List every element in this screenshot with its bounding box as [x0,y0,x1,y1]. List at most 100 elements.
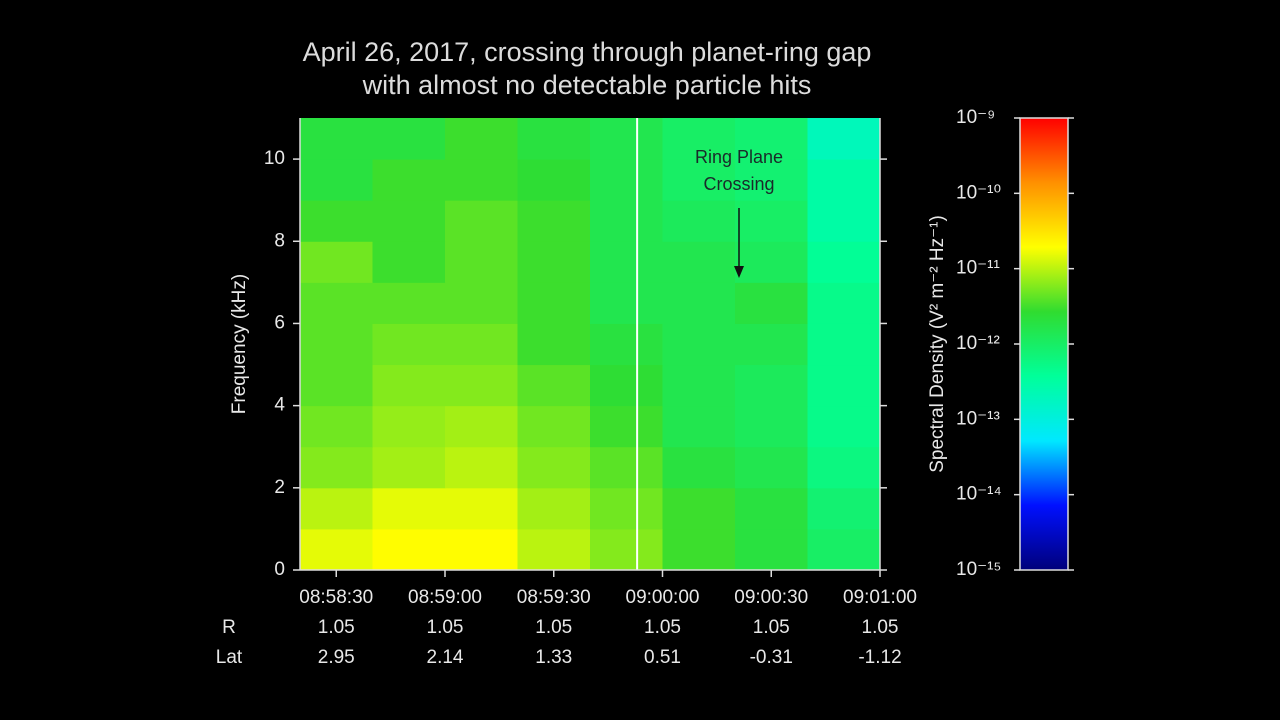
cell [662,282,736,324]
cell [300,200,373,242]
cell [372,487,446,530]
cell [590,241,663,283]
cell [372,405,446,448]
cell [372,200,446,242]
cell [372,446,446,489]
cell [735,323,808,366]
cell [662,118,736,160]
cell [517,528,591,571]
cell [300,528,373,571]
cell [300,364,373,407]
cell [372,241,446,283]
cell [807,364,881,407]
cell [445,118,518,160]
y-tick-label: 10 [264,148,285,169]
cell [735,405,808,448]
cell [807,200,881,242]
cell [517,282,591,324]
cell [372,118,446,160]
arrow-head [734,266,744,278]
annotation: Ring Plane [695,147,783,167]
row-label: Lat [216,647,243,668]
row-value: 2.95 [318,647,355,668]
cell [807,528,881,571]
colorbar-tick-label: 10⁻¹⁵ [956,559,1001,580]
cell [372,323,446,366]
colorbar-label: Spectral Density (V² m⁻² Hz⁻¹) [927,215,948,473]
cell [517,446,591,489]
cell [372,364,446,407]
cell [517,323,591,366]
row-value: -1.12 [858,647,901,668]
cell [517,405,591,448]
cell [807,323,881,366]
cell [517,487,591,530]
cell [735,159,808,201]
cell [300,241,373,283]
chart-title: April 26, 2017, crossing through planet-… [303,37,872,67]
colorbar-tick-label: 10⁻¹¹ [956,258,1000,279]
cell [735,118,808,160]
cell [590,487,663,530]
cell [300,323,373,366]
row-value: 1.05 [753,617,790,638]
row-label: R [222,617,236,638]
cell [517,364,591,407]
cell [372,282,446,324]
cell [300,118,373,160]
x-tick-label: 08:59:30 [517,587,591,608]
cell [445,200,518,242]
y-tick-label: 8 [274,230,285,251]
cell [590,118,663,160]
cell [662,159,736,201]
colorbar-tick-label: 10⁻⁹ [956,107,995,128]
colorbar-tick-label: 10⁻¹⁴ [956,484,1002,505]
cell [590,200,663,242]
chart-title: with almost no detectable particle hits [362,70,812,100]
cell [300,487,373,530]
cell [662,405,736,448]
row-value: 1.05 [644,617,681,638]
cell [445,159,518,201]
cell [662,241,736,283]
cell [590,405,663,448]
y-tick-label: 4 [274,395,285,416]
cell [662,487,736,530]
cell [735,528,808,571]
cell [662,364,736,407]
cell [590,528,663,571]
cell [372,528,446,571]
cell [517,241,591,283]
x-tick-label: 09:00:00 [626,587,700,608]
cell [445,487,518,530]
cell [807,282,881,324]
y-tick-label: 6 [274,312,285,333]
cell [807,118,881,160]
cell [300,282,373,324]
cell [735,282,808,324]
cell [445,528,518,571]
colorbar-tick-label: 10⁻¹² [956,333,1000,354]
cell [517,159,591,201]
cell [735,487,808,530]
cell [735,200,808,242]
cell [517,118,591,160]
row-value: 1.05 [862,617,899,638]
cell [445,323,518,366]
y-tick-label: 2 [274,477,285,498]
cell [517,200,591,242]
x-tick-label: 08:58:30 [299,587,373,608]
cell [662,200,736,242]
cell [735,446,808,489]
row-value: -0.31 [750,647,793,668]
row-value: 1.05 [318,617,355,638]
cell [590,159,663,201]
cell [445,364,518,407]
row-value: 1.05 [427,617,464,638]
cell [590,364,663,407]
row-value: 1.33 [535,647,572,668]
cell [300,405,373,448]
cell [300,159,373,201]
annotation: Crossing [703,174,774,194]
